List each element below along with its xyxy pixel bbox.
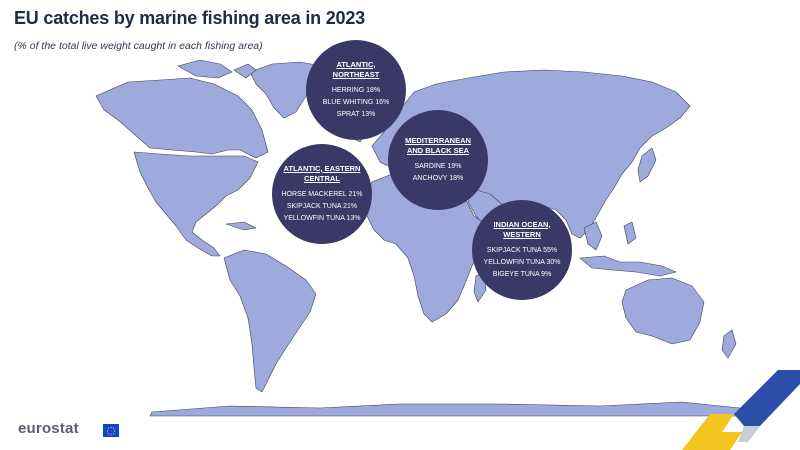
- greenland-landmass: [249, 61, 323, 119]
- eu-flag-icon: [103, 424, 119, 437]
- species-item: YELLOWFIN TUNA 13%: [283, 214, 361, 222]
- species-item: ANCHOVY 18%: [412, 174, 464, 182]
- area-name: INDIAN OCEAN, WESTERN: [493, 219, 551, 239]
- australia-landmass: [621, 277, 705, 345]
- species-item: BIGEYE TUNA 9%: [492, 270, 552, 278]
- species-item: BLUE WHITING 16%: [322, 98, 390, 106]
- decoration-yellow-stripe: [682, 414, 742, 450]
- area-bubble-indian-ocean-western: INDIAN OCEAN, WESTERN SKIPJACK TUNA 55% …: [472, 200, 572, 300]
- arctic-islands-east: [233, 63, 257, 79]
- area-bubble-atlantic-eastern-central: ATLANTIC, EASTERN CENTRAL HORSE MACKEREL…: [272, 144, 372, 244]
- new-zealand: [721, 329, 737, 359]
- decoration-blue-stripe: [734, 370, 800, 426]
- area-name: ATLANTIC, NORTHEAST: [332, 59, 380, 79]
- philippines: [623, 221, 637, 245]
- corner-decoration: [682, 370, 800, 450]
- decoration-grey-stripe: [738, 426, 760, 442]
- eurostat-logo: eurostat: [18, 420, 79, 437]
- species-item: SARDINE 19%: [414, 162, 462, 170]
- area-bubble-atlantic-northeast: ATLANTIC, NORTHEAST HERRING 18% BLUE WHI…: [306, 40, 406, 140]
- canada-landmass: [95, 77, 269, 159]
- indonesia-islands: [579, 255, 677, 277]
- usa-landmass: [133, 151, 259, 257]
- area-bubble-mediterranean-black-sea: MEDITERRANEAN AND BLACK SEA SARDINE 19% …: [388, 110, 488, 210]
- species-item: HERRING 18%: [331, 86, 381, 94]
- species-item: SKIPJACK TUNA 55%: [486, 246, 558, 254]
- area-name: ATLANTIC, EASTERN CENTRAL: [283, 163, 361, 183]
- antarctica-landmass: [149, 401, 741, 417]
- caribbean-islands: [225, 221, 257, 231]
- arctic-islands: [177, 59, 233, 79]
- species-item: HORSE MACKEREL 21%: [281, 190, 363, 198]
- japan: [637, 147, 657, 183]
- map-subtitle: (% of the total live weight caught in ea…: [14, 40, 263, 52]
- species-item: YELLOWFIN TUNA 30%: [483, 258, 561, 266]
- indochina-landmass: [583, 221, 603, 251]
- area-name: MEDITERRANEAN AND BLACK SEA: [405, 135, 471, 155]
- species-item: SPRAT 13%: [336, 110, 376, 118]
- map-title: EU catches by marine fishing area in 202…: [14, 8, 365, 28]
- south-america-landmass: [223, 249, 317, 393]
- species-item: SKIPJACK TUNA 21%: [286, 202, 358, 210]
